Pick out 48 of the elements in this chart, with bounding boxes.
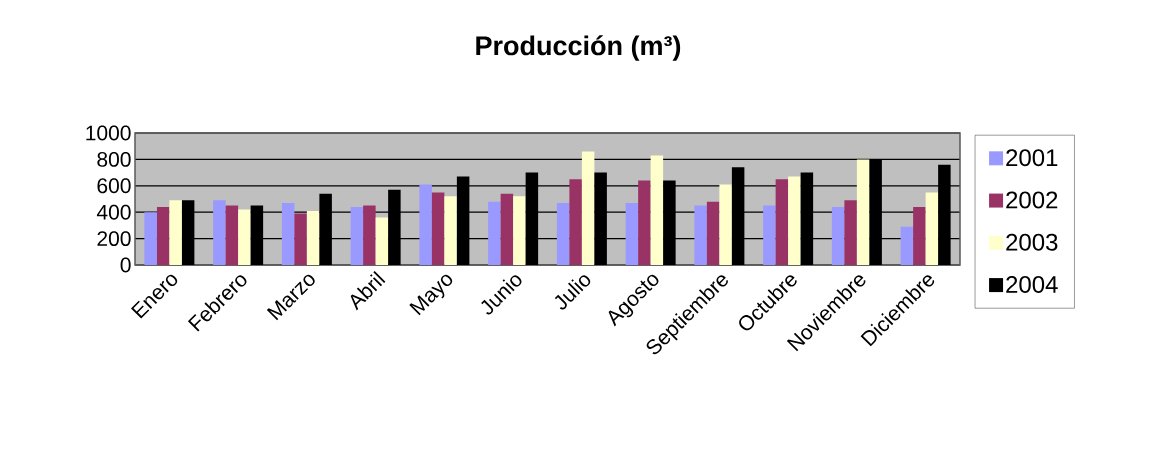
- bar: [144, 212, 157, 265]
- bar: [444, 196, 457, 265]
- y-tick-label: 1000: [86, 125, 131, 141]
- bar: [650, 155, 664, 265]
- bar: [238, 209, 251, 265]
- legend-label: 2002: [1006, 191, 1058, 209]
- bar: [831, 206, 845, 265]
- y-tick-label: 600: [97, 178, 131, 194]
- bar: [556, 202, 570, 265]
- bar: [719, 184, 732, 265]
- bar: [225, 205, 239, 265]
- y-tick-label: 200: [97, 231, 131, 247]
- bar: [419, 184, 432, 265]
- bar: [500, 193, 514, 265]
- bar: [294, 213, 307, 265]
- bar: [350, 206, 364, 265]
- bar: [763, 205, 776, 265]
- bar: [775, 179, 789, 265]
- bar: [638, 180, 651, 265]
- bar: [306, 210, 320, 265]
- bar: [694, 205, 707, 265]
- bar: [281, 202, 295, 265]
- x-tick-label: Julio: [554, 275, 591, 310]
- bar: [925, 192, 939, 265]
- bar: [788, 176, 801, 265]
- bar: [706, 201, 720, 265]
- bar: [844, 200, 857, 265]
- bar: [913, 206, 926, 265]
- bar: [625, 202, 639, 265]
- y-tick-label: 800: [97, 151, 131, 167]
- legend-label: 2001: [1006, 149, 1058, 167]
- bar: [488, 201, 501, 265]
- bar: [431, 192, 445, 265]
- bar: [900, 226, 914, 265]
- legend-label: 2004: [1006, 275, 1058, 293]
- bar: [213, 200, 226, 265]
- bar: [169, 200, 182, 265]
- y-tick-label: 400: [96, 204, 131, 220]
- y-tick-label: 0: [120, 257, 131, 273]
- bar: [375, 217, 389, 265]
- bar: [156, 206, 170, 265]
- bar: [569, 179, 582, 265]
- chart-title: Producción (m³): [476, 35, 681, 61]
- bar: [513, 196, 526, 265]
- bar: [856, 159, 870, 265]
- bar: [581, 151, 595, 265]
- legend-label: 2003: [1006, 233, 1058, 251]
- bar: [363, 205, 376, 265]
